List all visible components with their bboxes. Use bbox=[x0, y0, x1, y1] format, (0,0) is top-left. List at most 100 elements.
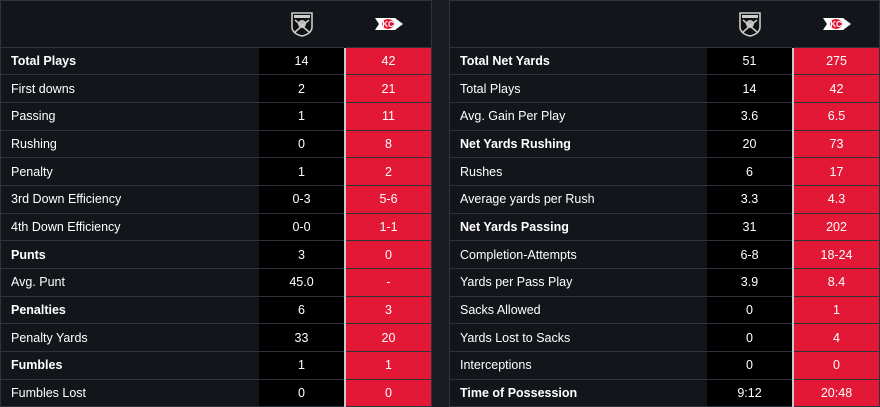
table-row: Total Plays 14 42 bbox=[1, 47, 431, 76]
stat-label: Penalties bbox=[1, 296, 259, 325]
stats-table: KC Total Net Yards 51 275 Total Plays 14 42 Avg… bbox=[450, 1, 879, 407]
raiders-value: 0-3 bbox=[259, 185, 345, 214]
table-row: First downs 2 21 bbox=[1, 74, 431, 103]
table-row: Completion-Attempts 6-8 18-24 bbox=[450, 240, 879, 269]
raiders-value: 14 bbox=[707, 74, 793, 103]
table-row: Avg. Gain Per Play 3.6 6.5 bbox=[450, 102, 879, 131]
raiders-value: 0 bbox=[707, 351, 793, 380]
raiders-value: 3.9 bbox=[707, 268, 793, 297]
chiefs-value: 1 bbox=[792, 296, 879, 325]
stat-label: Completion-Attempts bbox=[450, 240, 707, 269]
table-row: Passing 1 11 bbox=[1, 102, 431, 131]
raiders-value: 3.3 bbox=[707, 185, 793, 214]
table-row: Yards Lost to Sacks 0 4 bbox=[450, 323, 879, 353]
table-row: Interceptions 0 0 bbox=[450, 351, 879, 380]
raiders-value: 0 bbox=[259, 379, 345, 407]
stat-label: Yards per Pass Play bbox=[450, 268, 707, 297]
svg-text:KC: KC bbox=[382, 20, 394, 29]
stat-label: 4th Down Efficiency bbox=[1, 213, 259, 242]
table-row: Rushing 0 8 bbox=[1, 130, 431, 159]
raiders-value: 6 bbox=[259, 296, 345, 325]
table-row: Fumbles 1 1 bbox=[1, 351, 431, 380]
header-row: KC bbox=[1, 1, 431, 48]
raiders-value: 2 bbox=[259, 74, 345, 103]
raiders-value: 33 bbox=[259, 323, 345, 353]
raiders-logo-cell bbox=[707, 1, 793, 48]
raiders-value: 3 bbox=[259, 240, 345, 269]
table-row: 3rd Down Efficiency 0-3 5-6 bbox=[1, 185, 431, 214]
table-row: Avg. Punt 45.0- bbox=[1, 268, 431, 297]
svg-text:KC: KC bbox=[830, 20, 842, 29]
chiefs-value: 73 bbox=[792, 130, 879, 159]
chiefs-logo-cell: KC bbox=[344, 1, 431, 48]
table-row: Total Plays 14 42 bbox=[450, 74, 879, 103]
raiders-logo-cell bbox=[259, 1, 345, 48]
table-row: Average yards per Rush 3.3 4.3 bbox=[450, 185, 879, 214]
team-stats-left-panel: KC Total Plays 14 42 First downs 2 21 Passing 1 1… bbox=[0, 0, 432, 407]
stat-label: Rushing bbox=[1, 130, 259, 159]
stat-label: Avg. Punt bbox=[1, 268, 259, 297]
raiders-value: 6 bbox=[707, 157, 793, 186]
stats-table: KC Total Plays 14 42 First downs 2 21 Passing 1 1… bbox=[1, 1, 431, 407]
stat-label: Net Yards Passing bbox=[450, 213, 707, 242]
team-stats-right-panel: KC Total Net Yards 51 275 Total Plays 14 42 Avg… bbox=[449, 0, 880, 407]
stat-label: Yards Lost to Sacks bbox=[450, 323, 707, 353]
raiders-value: 20 bbox=[707, 130, 793, 159]
stat-label: First downs bbox=[1, 74, 259, 103]
table-row: Sacks Allowed 0 1 bbox=[450, 296, 879, 325]
chiefs-value: 0 bbox=[344, 240, 431, 269]
stat-label: Avg. Gain Per Play bbox=[450, 102, 707, 131]
table-row: Penalty Yards 33 20 bbox=[1, 323, 431, 353]
stat-label: Penalty bbox=[1, 157, 259, 186]
chiefs-value: 1-1 bbox=[344, 213, 431, 242]
chiefs-value: 1 bbox=[344, 351, 431, 380]
chiefs-value: 2 bbox=[344, 157, 431, 186]
chiefs-value: 4.3 bbox=[792, 185, 879, 214]
raiders-value: 1 bbox=[259, 351, 345, 380]
chiefs-value: 0 bbox=[792, 351, 879, 380]
table-row: Penalty 1 2 bbox=[1, 157, 431, 186]
table-row: Net Yards Passing 31 202 bbox=[450, 213, 879, 242]
stat-label: Total Plays bbox=[450, 74, 707, 103]
chiefs-value: 42 bbox=[344, 47, 431, 76]
stat-label: Sacks Allowed bbox=[450, 296, 707, 325]
chiefs-logo-cell: KC bbox=[792, 1, 879, 48]
chiefs-value: - bbox=[344, 268, 431, 297]
chiefs-value: 4 bbox=[792, 323, 879, 353]
chiefs-value: 18-24 bbox=[792, 240, 879, 269]
stat-label: Net Yards Rushing bbox=[450, 130, 707, 159]
chiefs-value: 3 bbox=[344, 296, 431, 325]
chiefs-value: 8.4 bbox=[792, 268, 879, 297]
stat-label: Total Plays bbox=[1, 47, 259, 76]
chiefs-value: 17 bbox=[792, 157, 879, 186]
stat-label: Total Net Yards bbox=[450, 47, 707, 76]
stat-label: Fumbles Lost bbox=[1, 379, 259, 407]
raiders-value: 0-0 bbox=[259, 213, 345, 242]
stat-label: Rushes bbox=[450, 157, 707, 186]
raiders-logo-icon bbox=[290, 11, 313, 37]
chiefs-value: 5-6 bbox=[344, 185, 431, 214]
raiders-value: 1 bbox=[259, 157, 345, 186]
chiefs-value: 11 bbox=[344, 102, 431, 131]
chiefs-value: 21 bbox=[344, 74, 431, 103]
chiefs-logo-icon: KC bbox=[822, 17, 851, 30]
stat-label: Average yards per Rush bbox=[450, 185, 707, 214]
table-row: Time of Possession 9:12 20:48 bbox=[450, 379, 879, 407]
raiders-value: 0 bbox=[259, 130, 345, 159]
raiders-value: 51 bbox=[707, 47, 793, 76]
raiders-value: 6-8 bbox=[707, 240, 793, 269]
raiders-value: 0 bbox=[707, 296, 793, 325]
table-row: Fumbles Lost 0 0 bbox=[1, 379, 431, 407]
raiders-logo-icon bbox=[738, 11, 761, 37]
raiders-value: 31 bbox=[707, 213, 793, 242]
chiefs-value: 8 bbox=[344, 130, 431, 159]
table-row: Yards per Pass Play 3.9 8.4 bbox=[450, 268, 879, 297]
raiders-value: 3.6 bbox=[707, 102, 793, 131]
stat-label: Passing bbox=[1, 102, 259, 131]
stat-label: Fumbles bbox=[1, 351, 259, 380]
raiders-value: 1 bbox=[259, 102, 345, 131]
header-row: KC bbox=[450, 1, 879, 48]
stat-label: Time of Possession bbox=[450, 379, 707, 407]
table-row: 4th Down Efficiency 0-0 1-1 bbox=[1, 213, 431, 242]
table-row: Rushes 6 17 bbox=[450, 157, 879, 186]
